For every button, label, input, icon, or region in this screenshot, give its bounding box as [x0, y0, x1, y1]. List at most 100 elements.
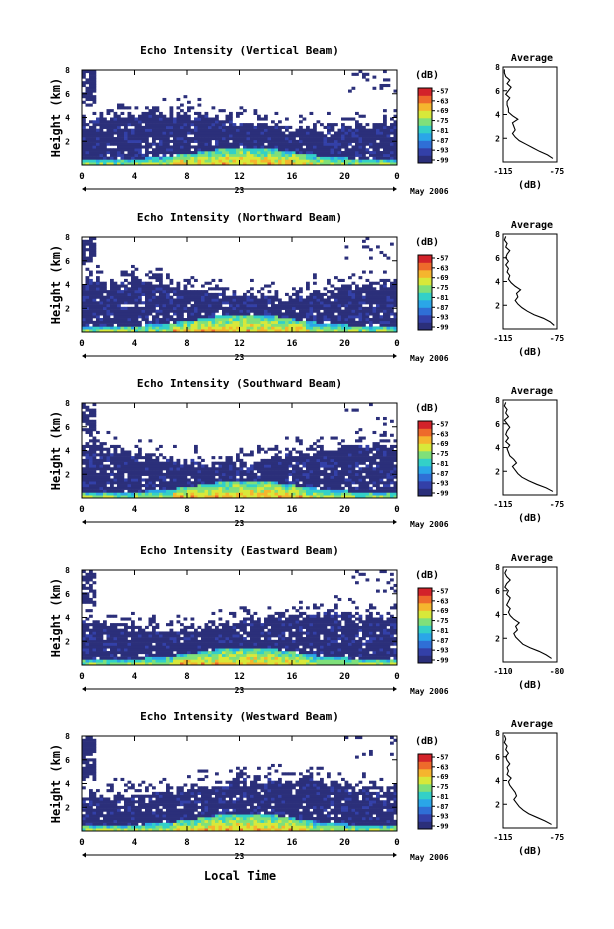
heatmap-cell	[386, 290, 391, 294]
heatmap-cell	[218, 461, 223, 465]
heatmap-cell	[386, 461, 391, 465]
heatmap-cell	[197, 292, 202, 296]
heatmap-cell	[117, 304, 121, 308]
heatmap-cell	[330, 492, 335, 496]
heatmap-cell	[383, 295, 387, 299]
heatmap-cell	[124, 323, 128, 327]
heatmap-cell	[362, 153, 366, 157]
heatmap-cell	[320, 292, 324, 296]
heatmap-cell	[334, 298, 338, 302]
heatmap-cell	[127, 312, 132, 316]
heatmap-cell	[215, 489, 219, 493]
heatmap-cell	[162, 134, 167, 138]
heatmap-cell	[358, 159, 363, 163]
heatmap-cell	[295, 492, 300, 496]
heatmap-cell	[215, 139, 219, 143]
heatmap-cell	[302, 298, 307, 302]
heatmap-cell	[134, 148, 139, 152]
heatmap-cell	[316, 120, 321, 124]
heatmap-cell	[82, 570, 86, 574]
heatmap-cell	[166, 315, 170, 319]
heatmap-cell	[92, 439, 97, 443]
heatmap-cell	[274, 470, 279, 474]
heatmap-cell	[201, 492, 205, 496]
heatmap-cell	[96, 278, 100, 282]
heatmap-cell	[127, 458, 132, 462]
heatmap-cell	[281, 315, 286, 319]
heatmap-cell	[295, 320, 300, 324]
heatmap-cell	[351, 489, 356, 493]
heatmap-cell	[390, 323, 394, 327]
heatmap-cell	[295, 145, 300, 149]
heatmap-cell	[341, 458, 345, 462]
heatmap-cell	[89, 656, 93, 660]
heatmap-cell	[166, 481, 170, 485]
heatmap-cell	[257, 156, 261, 160]
heatmap-cell	[295, 318, 300, 322]
heatmap-cell	[358, 486, 363, 490]
heatmap-cell	[299, 131, 303, 135]
heatmap-cell	[155, 323, 160, 327]
heatmap-cell	[323, 137, 328, 141]
heatmap-cell	[295, 484, 300, 488]
heatmap-cell	[271, 447, 275, 451]
heatmap-cell	[180, 114, 184, 118]
heatmap-cell	[110, 298, 114, 302]
heatmap-cell	[225, 481, 230, 485]
heatmap-cell	[82, 416, 86, 421]
heatmap-cell	[166, 290, 170, 294]
heatmap-cell	[89, 600, 93, 604]
heatmap-cell	[204, 495, 209, 499]
heatmap-cell	[302, 495, 307, 499]
heatmap-cell	[302, 142, 307, 146]
heatmap-cell	[103, 659, 107, 663]
heatmap-cell	[131, 625, 135, 629]
heatmap-cell	[190, 486, 195, 490]
heatmap-cell	[82, 120, 86, 124]
heatmap-cell	[187, 326, 191, 330]
heatmap-cell	[155, 156, 160, 160]
heatmap-cell	[145, 464, 149, 468]
heatmap-cell	[96, 495, 100, 499]
heatmap-cell	[113, 315, 118, 319]
heatmap-cell	[337, 309, 342, 313]
heatmap-cell	[337, 489, 342, 493]
heatmap-cell	[285, 320, 289, 324]
heatmap-cell	[323, 472, 328, 476]
heatmap-cell	[271, 464, 275, 468]
heatmap-cell	[383, 114, 387, 118]
heatmap-cell	[358, 326, 363, 330]
heatmap-cell	[138, 484, 142, 488]
heatmap-cell	[295, 301, 300, 305]
heatmap-cell	[92, 645, 97, 649]
heatmap-cell	[236, 456, 240, 460]
heatmap-cell	[187, 151, 191, 155]
heatmap-cell	[92, 623, 97, 627]
heatmap-cell	[306, 142, 310, 146]
heatmap-cell	[173, 306, 177, 310]
heatmap-cell	[365, 489, 370, 493]
heatmap-cell	[257, 139, 261, 143]
heatmap-cell	[222, 323, 226, 327]
heatmap-cell	[271, 137, 275, 141]
heatmap-cell	[187, 159, 191, 163]
heatmap-cell	[365, 475, 370, 479]
heatmap-cell	[155, 120, 160, 124]
heatmap-cell	[103, 656, 107, 660]
heatmap-cell	[127, 481, 132, 485]
heatmap-cell	[173, 326, 177, 330]
colorbar-segment	[418, 277, 432, 286]
heatmap-cell	[281, 162, 286, 166]
heatmap-cell	[390, 131, 394, 135]
heatmap-cell	[180, 123, 184, 127]
heatmap-cell	[369, 326, 373, 330]
heatmap-cell	[201, 292, 205, 296]
heatmap-cell	[138, 287, 142, 291]
heatmap-cell	[222, 475, 226, 479]
heatmap-cell	[99, 634, 104, 638]
heatmap-cell	[120, 492, 125, 496]
heatmap-cell	[110, 137, 114, 141]
heatmap-cell	[127, 492, 132, 496]
heatmap-cell	[131, 128, 135, 132]
heatmap-cell	[201, 131, 205, 135]
